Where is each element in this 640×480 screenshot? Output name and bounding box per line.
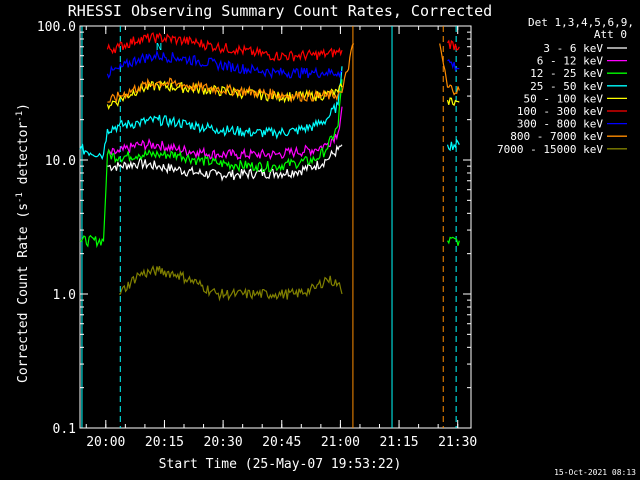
series-line-8 bbox=[119, 265, 343, 302]
series-layer bbox=[79, 32, 460, 302]
series-line-3 bbox=[79, 66, 460, 161]
attenuator-marker: N bbox=[156, 42, 162, 53]
x-tick-label-4: 21:00 bbox=[321, 435, 360, 450]
legend-label-3: 25 - 50 keV bbox=[530, 80, 603, 93]
plot-frame bbox=[79, 25, 472, 429]
series-line-1 bbox=[106, 106, 343, 161]
legend-label-6: 300 - 800 keV bbox=[517, 118, 603, 131]
legend-label-0: 3 - 6 keV bbox=[543, 42, 603, 55]
legend-label-7: 800 - 7000 keV bbox=[510, 130, 603, 143]
legend-header-line-1: Det 1,3,4,5,6,9, bbox=[528, 16, 634, 29]
x-axis: 20:00 20:15 20:30 20:45 21:00 21:15 21:30 bbox=[85, 26, 477, 450]
x-tick-label-0: 20:00 bbox=[86, 435, 125, 450]
y-tick-label-3: 100.0 bbox=[37, 20, 76, 35]
timestamp: 15-Oct-2021 08:13 bbox=[554, 468, 636, 477]
x-tick-label-3: 20:45 bbox=[262, 435, 301, 450]
x-axis-label: Start Time (25-May-07 19:53:22) bbox=[159, 457, 402, 472]
series-line-2 bbox=[79, 79, 460, 249]
series-line-0 bbox=[107, 144, 343, 182]
y-label-sup-2: -1 bbox=[15, 111, 25, 122]
x-tick-label-6: 21:30 bbox=[438, 435, 477, 450]
legend-label-5: 100 - 300 keV bbox=[517, 105, 603, 118]
x-tick-label-5: 21:15 bbox=[379, 435, 418, 450]
x-tick-label-2: 20:30 bbox=[204, 435, 243, 450]
legend-label-8: 7000 - 15000 keV bbox=[497, 143, 603, 156]
y-label-part-3: ) bbox=[16, 103, 31, 111]
chart-title: RHESSI Observing Summary Count Rates, Co… bbox=[68, 2, 492, 20]
legend-label-4: 50 - 100 keV bbox=[524, 92, 604, 105]
y-label-part-2: detector bbox=[16, 122, 31, 193]
y-label-sup-1: -1 bbox=[15, 192, 25, 203]
legend-header-line-2: Att 0 bbox=[594, 28, 627, 41]
legend-label-2: 12 - 25 keV bbox=[530, 67, 603, 80]
series-line-7 bbox=[107, 43, 460, 103]
legend-label-1: 6 - 12 keV bbox=[537, 55, 604, 68]
series-line-5 bbox=[106, 32, 460, 62]
vertical-markers bbox=[81, 26, 457, 428]
y-axis: 0.1 1.0 10.0 100.0 bbox=[37, 20, 471, 437]
plot-border bbox=[79, 25, 472, 429]
series-line-6 bbox=[106, 49, 460, 80]
y-label-part-1: Corrected Count Rate (s bbox=[16, 203, 31, 383]
y-tick-label-2: 10.0 bbox=[45, 154, 76, 169]
y-axis-label: Corrected Count Rate (s-1 detector-1) bbox=[15, 103, 31, 383]
y-tick-label-1: 1.0 bbox=[53, 288, 76, 303]
y-tick-label-0: 0.1 bbox=[53, 422, 76, 437]
x-tick-label-1: 20:15 bbox=[145, 435, 184, 450]
